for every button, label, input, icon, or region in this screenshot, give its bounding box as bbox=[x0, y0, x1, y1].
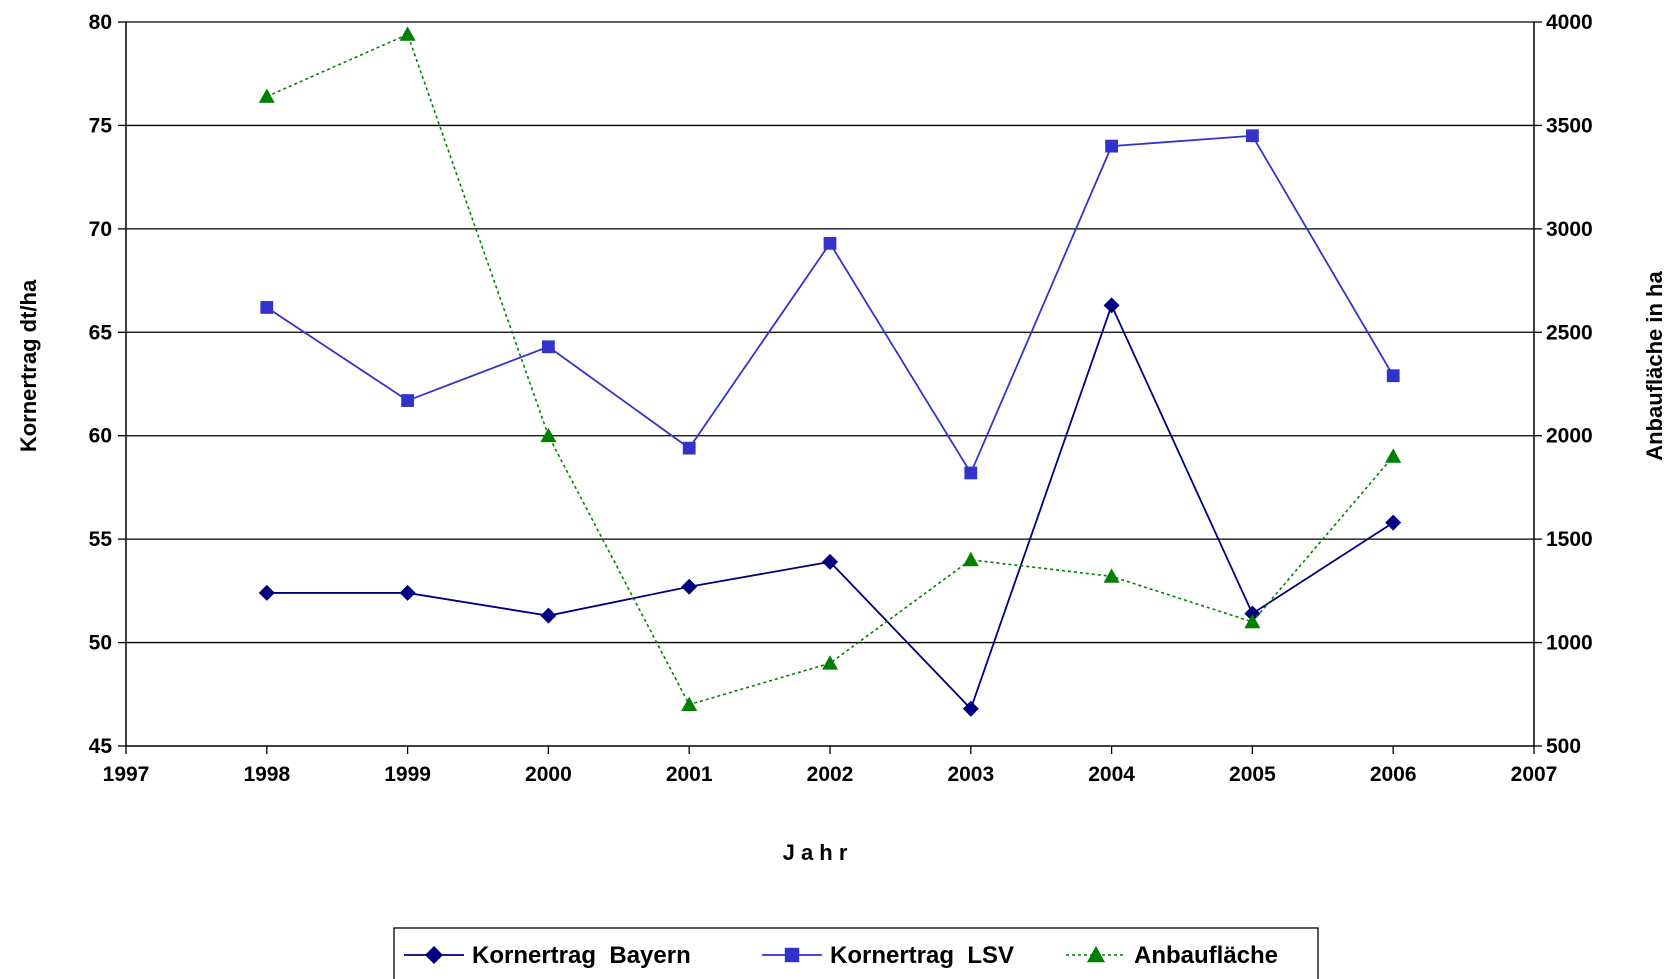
data-point bbox=[822, 553, 838, 570]
data-point bbox=[542, 340, 555, 354]
legend: Kornertrag Bayern Kornertrag LSV Anbaufläc… bbox=[393, 927, 1319, 979]
data-point bbox=[1103, 568, 1120, 583]
y-left-tick-label: 70 bbox=[89, 218, 112, 241]
legend-marker-anbaufl-che bbox=[1087, 946, 1105, 963]
y-left-tick-label: 60 bbox=[89, 425, 112, 448]
x-tick-label: 2007 bbox=[1511, 763, 1558, 786]
x-tick-label: 2004 bbox=[1088, 763, 1135, 786]
series-anbaufl-che bbox=[258, 26, 1402, 712]
x-tick-label: 2000 bbox=[525, 763, 572, 786]
y-right-tick-label: 4000 bbox=[1546, 11, 1593, 34]
data-point bbox=[681, 578, 698, 595]
series-line-kornertrag-lsv bbox=[266, 134, 1394, 475]
y-right-tick-label: 2000 bbox=[1546, 425, 1593, 448]
y-axis-right-title: Anbaufläche in ha bbox=[1642, 271, 1667, 461]
data-point bbox=[260, 301, 274, 314]
data-point bbox=[962, 551, 979, 567]
x-tick-label: 2002 bbox=[807, 763, 854, 786]
data-point bbox=[1385, 514, 1402, 531]
y-right-tick-label: 3000 bbox=[1546, 218, 1593, 241]
data-point bbox=[258, 584, 275, 601]
y-left-tick-label: 50 bbox=[89, 632, 112, 655]
data-point bbox=[1246, 129, 1259, 143]
data-point bbox=[1386, 369, 1400, 383]
legend-label-kornertrag-bayern: Kornertrag Bayern bbox=[472, 942, 691, 969]
y-right-tick-label: 1000 bbox=[1546, 632, 1593, 655]
x-axis-title: J a h r bbox=[783, 840, 848, 865]
x-tick-label: 2001 bbox=[666, 763, 713, 786]
data-point bbox=[1385, 448, 1402, 463]
series-line-kornertrag-bayern bbox=[266, 302, 1394, 711]
axes-layer: 45 50 55 60 65 70 75 80 500 1000 1500 2000 2500 3000 3… bbox=[89, 11, 1593, 786]
legend-label-kornertrag-lsv: Kornertrag LSV bbox=[830, 942, 1014, 969]
data-point bbox=[682, 441, 696, 455]
series-kornertrag-bayern bbox=[258, 297, 1402, 717]
data-point bbox=[823, 236, 837, 250]
x-tick-label: 2005 bbox=[1229, 763, 1276, 786]
legend-marker-kornertrag-bayern bbox=[425, 946, 443, 964]
data-point bbox=[258, 88, 275, 103]
data-point bbox=[1244, 605, 1261, 622]
x-tick-label: 1998 bbox=[243, 763, 290, 786]
data-point bbox=[822, 655, 838, 670]
y-left-tick-label: 45 bbox=[89, 735, 113, 758]
legend-box bbox=[393, 927, 1319, 979]
y-left-tick-label: 75 bbox=[89, 114, 113, 137]
data-point bbox=[540, 427, 557, 443]
series-layer bbox=[258, 26, 1402, 717]
y-left-tick-label: 65 bbox=[89, 321, 113, 344]
data-point bbox=[964, 466, 978, 480]
data-point bbox=[1244, 613, 1261, 629]
data-point bbox=[681, 696, 698, 712]
legend-marker-kornertrag-lsv bbox=[784, 947, 800, 963]
legend-label-anbaufl-che: Anbaufläche bbox=[1134, 942, 1278, 969]
data-point bbox=[401, 394, 414, 407]
series-line-anbaufl-che bbox=[266, 33, 1394, 706]
x-tick-label: 1997 bbox=[103, 763, 150, 786]
data-point bbox=[399, 26, 416, 41]
labels-layer: J a h r Kornertrag dt/ha Anbaufläche in … bbox=[16, 271, 1667, 865]
y-right-tick-label: 2500 bbox=[1546, 321, 1593, 344]
y-left-tick-label: 55 bbox=[89, 528, 113, 551]
x-tick-label: 2003 bbox=[947, 763, 994, 786]
y-right-tick-label: 3500 bbox=[1546, 114, 1593, 137]
y-right-tick-label: 1500 bbox=[1546, 528, 1593, 551]
data-point bbox=[1103, 297, 1120, 314]
y-left-tick-label: 80 bbox=[89, 11, 112, 34]
y-right-tick-label: 500 bbox=[1546, 735, 1581, 758]
series-kornertrag-lsv bbox=[260, 129, 1400, 480]
y-axis-left-title: Kornertrag dt/ha bbox=[16, 279, 41, 452]
data-point bbox=[962, 700, 979, 717]
grid-layer bbox=[126, 21, 1534, 644]
data-point bbox=[399, 584, 416, 601]
data-point bbox=[1105, 139, 1118, 153]
data-point bbox=[540, 607, 557, 624]
x-tick-label: 1999 bbox=[384, 763, 431, 786]
x-tick-label: 2006 bbox=[1370, 763, 1417, 786]
